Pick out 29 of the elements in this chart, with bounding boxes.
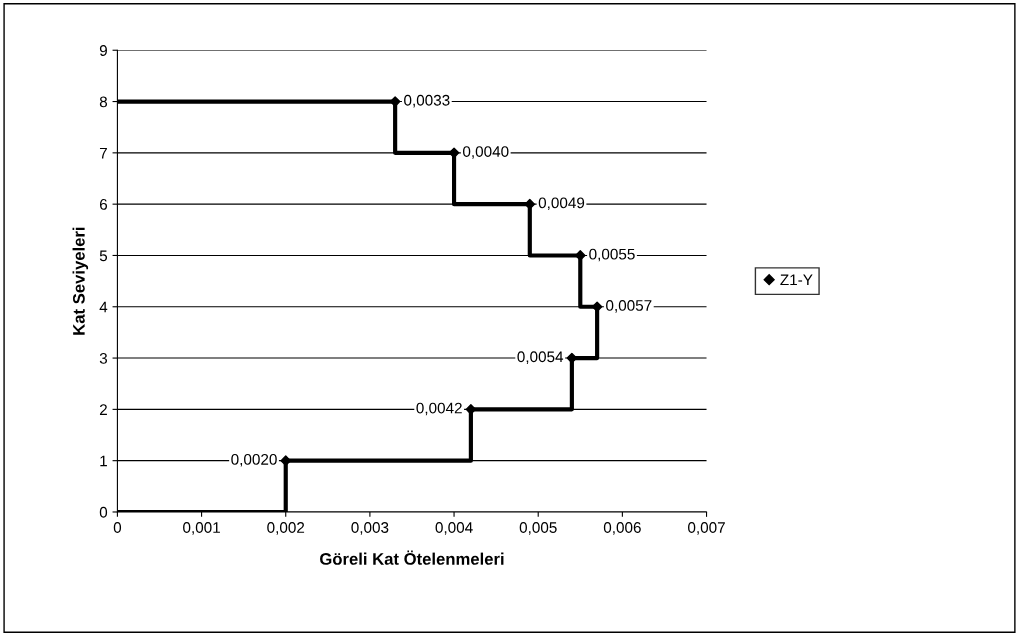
y-tick-label: 8: [99, 96, 108, 108]
x-tick-label: 0,001: [183, 522, 220, 535]
legend-label: Z1-Y: [780, 274, 813, 286]
x-tick-label: 0,002: [267, 522, 305, 535]
annotation: 0,0020: [231, 453, 277, 467]
annotation: 0,0055: [589, 248, 635, 262]
y-tick-label: 2: [99, 404, 107, 415]
x-tick-label: 0,005: [519, 522, 557, 535]
y-tick-label: 0: [99, 506, 108, 518]
x-tick-label: 0,003: [351, 522, 389, 535]
x-axis-title: Göreli Kat Ötelenmeleri: [320, 550, 504, 565]
x-tick-label: 0: [113, 522, 122, 533]
y-tick-label: 5: [99, 250, 108, 262]
y-tick-label: 3: [99, 352, 108, 364]
x-tick-label: 0,006: [603, 522, 641, 535]
annotation: 0,0057: [606, 300, 652, 313]
annotation: 0,0049: [538, 197, 585, 211]
x-tick-label: 0,007: [688, 522, 725, 535]
annotation: 0,0054: [517, 351, 564, 364]
annotation: 0,0042: [416, 402, 462, 416]
y-tick-label: 6: [99, 199, 108, 210]
annotation: 0,0033: [404, 94, 450, 108]
y-axis-title: Kat Seviyeleri: [72, 227, 89, 335]
y-tick-label: 9: [99, 45, 107, 56]
y-tick-label: 4: [99, 301, 108, 313]
x-tick-label: 0,004: [435, 522, 473, 535]
annotation: 0,0040: [462, 146, 509, 159]
y-tick-label: 7: [99, 147, 107, 159]
y-tick-label: 1: [100, 455, 107, 467]
